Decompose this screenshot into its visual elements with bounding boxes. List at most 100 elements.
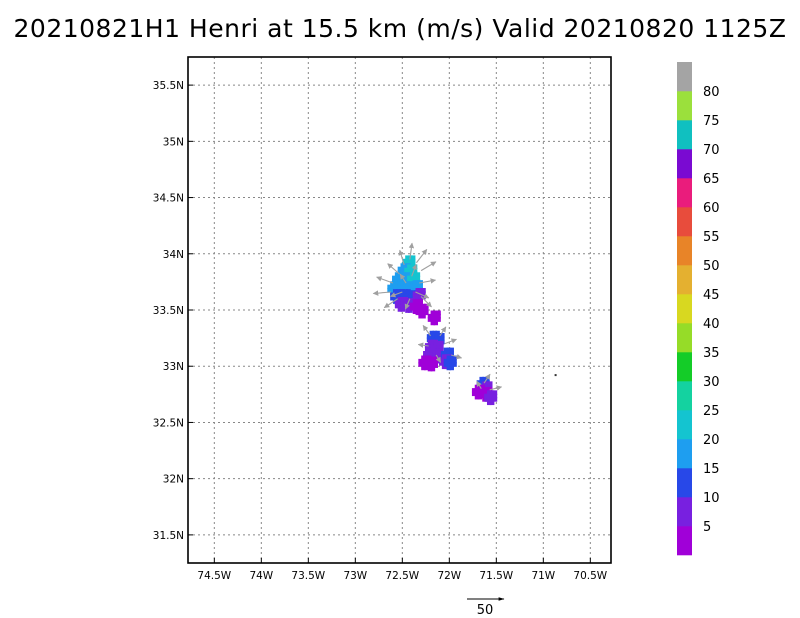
wind-speed-cell	[421, 307, 426, 312]
wind-speed-cell	[412, 294, 418, 300]
wind-speed-cell	[409, 283, 415, 289]
wind-speed-cell	[400, 266, 406, 272]
wind-speed-cell	[449, 355, 454, 361]
wind-speed-cell	[424, 359, 430, 365]
colorbar-label: 70	[703, 143, 720, 158]
wind-speed-cell	[400, 297, 406, 302]
wind-speed-cell	[418, 291, 423, 296]
wind-speed-cell	[430, 317, 436, 322]
wind-speed-cell	[395, 289, 401, 294]
colorbar-label: 40	[703, 317, 720, 332]
colorbar-segment	[677, 294, 692, 324]
wind-speed-cell	[479, 376, 485, 382]
wind-speed-cell	[430, 366, 436, 372]
lon-tick-label: 71.5W	[479, 570, 513, 582]
lat-tick-label: 33.5N	[153, 305, 184, 317]
lon-tick-label: 72.5W	[385, 570, 419, 582]
wind-speed-cell	[412, 280, 418, 285]
wind-speed-cell	[415, 275, 421, 281]
wind-speed-cell	[486, 400, 492, 406]
wind-speed-cell	[402, 284, 407, 290]
colorbar-segment	[677, 381, 692, 411]
wind-speed-cell	[446, 350, 452, 356]
wind-speed-cell	[485, 381, 490, 386]
wind-speed-cell	[421, 313, 426, 319]
wind-vector	[408, 242, 415, 260]
wind-speed-cell	[400, 289, 406, 294]
lat-tick-label: 34N	[163, 249, 184, 261]
wind-vector	[372, 290, 392, 296]
wind-speed-cell	[421, 362, 426, 367]
wind-speed-cell	[390, 284, 395, 290]
wind-speed-cell	[409, 306, 415, 311]
wind-vector	[399, 273, 407, 284]
wind-speed-cell	[405, 298, 410, 303]
colorbar-label: 35	[703, 346, 720, 361]
wind-speed-cell	[437, 333, 442, 338]
wind-speed-cell	[418, 283, 423, 289]
wind-speed-cell	[418, 299, 423, 304]
wind-speed-cell	[394, 275, 400, 281]
wind-speed-cell	[412, 299, 418, 304]
wind-speed-cell	[392, 281, 398, 286]
lat-tick-label: 31.5N	[153, 530, 184, 542]
wind-speed-cell	[484, 393, 489, 399]
wind-speed-cell	[394, 272, 400, 277]
wind-speed-cell	[405, 255, 410, 261]
lat-tick-label: 35N	[163, 136, 184, 148]
wind-vector	[387, 263, 400, 275]
wind-speed-cell	[474, 384, 480, 390]
wind-speed-cell	[452, 362, 457, 367]
wind-vector	[444, 338, 457, 345]
wind-speed-cell	[405, 258, 410, 264]
wind-speed-cell	[412, 267, 418, 273]
wind-speed-cell	[394, 300, 400, 305]
wind-speed-cell	[471, 388, 477, 393]
wind-speed-cell	[439, 336, 445, 341]
wind-speed-cell	[429, 330, 435, 336]
wind-speed-cell	[443, 362, 449, 367]
wind-speed-cell	[436, 310, 441, 316]
wind-speed-cell	[421, 303, 426, 309]
wind-speed-cell	[482, 381, 487, 386]
wind-vectors	[372, 242, 503, 391]
wind-speed-cell	[424, 363, 430, 368]
wind-speed-cell	[412, 275, 418, 281]
wind-speed-cell	[397, 307, 403, 312]
wind-speed-cell	[405, 284, 410, 290]
wind-speed-cell	[423, 307, 429, 312]
wind-speed-cell	[449, 362, 454, 367]
wind-speed-cell	[402, 304, 407, 310]
wind-speed-cell	[492, 390, 498, 395]
wind-speed-cell	[412, 306, 418, 311]
wind-speed-cell	[408, 293, 413, 299]
wind-vector	[439, 326, 447, 337]
wind-speed-cell	[489, 393, 495, 399]
lon-tick-label: 71W	[531, 570, 555, 582]
wind-vector	[411, 263, 417, 277]
wind-speed-cell	[485, 386, 490, 392]
wind-speed-cell	[439, 340, 444, 346]
wind-speed-cell	[387, 284, 392, 290]
colorbar-segment	[677, 149, 692, 179]
wind-speed-cell	[392, 275, 397, 281]
wind-speed-cell	[415, 294, 421, 300]
colorbar-segment	[677, 352, 692, 382]
wind-speed-cell	[474, 391, 480, 397]
colorbar-segment	[677, 236, 692, 266]
wind-speed-cell	[446, 347, 452, 353]
colorbar-label: 75	[703, 114, 720, 129]
wind-speed-cell	[415, 291, 421, 296]
wind-speed-cell	[407, 264, 412, 270]
colorbar-segment	[677, 497, 692, 527]
wind-speed-cell	[438, 352, 443, 357]
wind-speed-cell	[390, 288, 395, 293]
wind-speed-cell	[410, 255, 416, 261]
wind-speed-cell	[397, 281, 403, 286]
wind-speed-cell	[486, 397, 492, 402]
wind-vector	[435, 354, 442, 363]
colorbar-label: 50	[703, 259, 720, 274]
wind-speed-cell	[390, 295, 395, 301]
colorbar-segment	[677, 178, 692, 208]
colorbar-label: 25	[703, 404, 720, 419]
